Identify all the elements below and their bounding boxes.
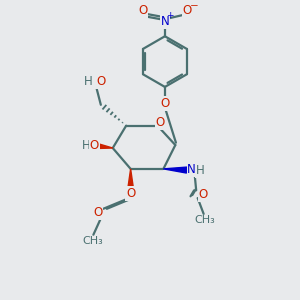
Text: +: + xyxy=(166,11,174,20)
Text: O: O xyxy=(93,206,103,220)
Text: O: O xyxy=(96,75,106,88)
Text: O: O xyxy=(126,187,135,200)
Text: O: O xyxy=(198,188,208,201)
Text: N: N xyxy=(187,163,196,176)
Text: CH₃: CH₃ xyxy=(82,236,103,246)
Polygon shape xyxy=(128,169,134,190)
Text: −: − xyxy=(190,1,199,11)
Text: O: O xyxy=(183,4,192,17)
Text: H: H xyxy=(84,75,93,88)
Text: O: O xyxy=(160,97,170,110)
Text: N: N xyxy=(160,15,169,28)
Text: H: H xyxy=(82,139,90,152)
Text: CH₃: CH₃ xyxy=(195,215,215,225)
Polygon shape xyxy=(94,143,113,148)
Text: O: O xyxy=(156,116,165,129)
Polygon shape xyxy=(164,167,187,173)
Text: H: H xyxy=(195,164,204,177)
Text: O: O xyxy=(90,139,99,152)
Text: O: O xyxy=(138,4,147,17)
